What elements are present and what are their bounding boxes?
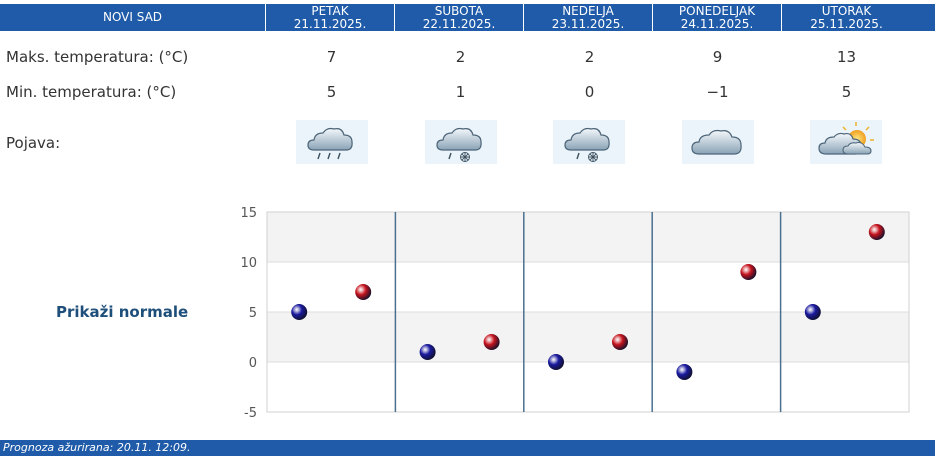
- min-temperature-value: 5: [841, 83, 852, 101]
- min-temperature-point: [548, 354, 564, 370]
- day-date: 25.11.2025.: [810, 16, 883, 31]
- max-temperature-value: 2: [455, 48, 466, 66]
- rain-cloud-icon: [296, 120, 368, 164]
- min-temperature-point: [419, 344, 436, 360]
- min-temperature-value: 0: [584, 83, 595, 101]
- day-date: 22.11.2025.: [422, 16, 496, 31]
- day-name: SUBOTA: [434, 3, 484, 18]
- forecast-header: NOVI SAD PETAK 21.11.2025. SUBOTA 22.11.20…: [0, 4, 935, 31]
- min-temperature-point: [676, 364, 693, 380]
- y-tick-label: 0: [249, 356, 257, 371]
- day-date: 21.11.2025.: [293, 16, 367, 31]
- phenomenon-label: Pojava:: [6, 134, 61, 152]
- rain-snow-cloud-icon: [425, 120, 497, 164]
- max-temperature-point: [612, 334, 628, 350]
- max-temperature-row: Maks. temperatura: (°C) 7 2 2 9 13: [0, 46, 935, 68]
- city-name: NOVI SAD: [102, 10, 163, 24]
- day-name: PETAK: [311, 3, 349, 18]
- min-temperature-value: 5: [326, 83, 337, 101]
- header-day-1: PETAK 21.11.2025.: [266, 4, 395, 31]
- forecast-updated-footer: Prognoza ažurirana: 20.11. 12:09.: [0, 440, 935, 456]
- day-date: 24.11.2025.: [680, 16, 754, 31]
- header-day-2: SUBOTA 22.11.2025.: [395, 4, 524, 31]
- header-day-4: PONEDELJAK 24.11.2025.: [653, 4, 782, 31]
- max-temperature-value: 13: [836, 48, 857, 66]
- max-temperature-value: 7: [326, 48, 337, 66]
- header-city: NOVI SAD: [0, 4, 266, 31]
- max-temperature-point: [868, 224, 885, 240]
- chart-band: [267, 262, 909, 312]
- chart-band: [267, 212, 909, 262]
- y-tick-label: 10: [240, 256, 257, 271]
- rain-snow-cloud-icon: [553, 120, 625, 164]
- max-temperature-value: 2: [584, 48, 595, 66]
- max-temperature-value: 9: [712, 48, 723, 66]
- phenomenon-row: Pojava:: [0, 132, 935, 154]
- y-tick-label: 15: [240, 206, 257, 221]
- temperature-chart: 15 10 5 0 -5: [240, 206, 910, 421]
- day-name: NEDELJA: [562, 3, 614, 18]
- min-temperature-point: [291, 304, 308, 320]
- header-day-5: UTORAK 25.11.2025.: [782, 4, 935, 31]
- min-temperature-row: Min. temperatura: (°C) 5 1 0 −1 5: [0, 81, 935, 103]
- chart-band: [267, 362, 909, 412]
- cloud-icon: [682, 120, 754, 164]
- max-temperature-label: Maks. temperatura: (°C): [6, 48, 189, 66]
- min-temperature-point: [804, 304, 821, 320]
- max-temperature-point: [740, 264, 757, 280]
- min-temperature-value: 1: [455, 83, 466, 101]
- chart-border: [266, 211, 910, 413]
- show-normals-link[interactable]: Prikaži normale: [56, 303, 189, 321]
- max-temperature-point: [355, 284, 372, 300]
- y-tick-label: 5: [249, 306, 257, 321]
- min-temperature-label: Min. temperatura: (°C): [6, 83, 177, 101]
- min-temperature-value: −1: [706, 83, 729, 101]
- max-temperature-point: [483, 334, 500, 350]
- chart-band: [267, 312, 909, 362]
- day-name: PONEDELJAK: [678, 3, 756, 18]
- sun-cloud-icon: [810, 120, 882, 164]
- day-date: 23.11.2025.: [551, 16, 625, 31]
- header-day-3: NEDELJA 23.11.2025.: [524, 4, 653, 31]
- y-tick-label: -5: [244, 406, 257, 421]
- day-name: UTORAK: [821, 3, 872, 18]
